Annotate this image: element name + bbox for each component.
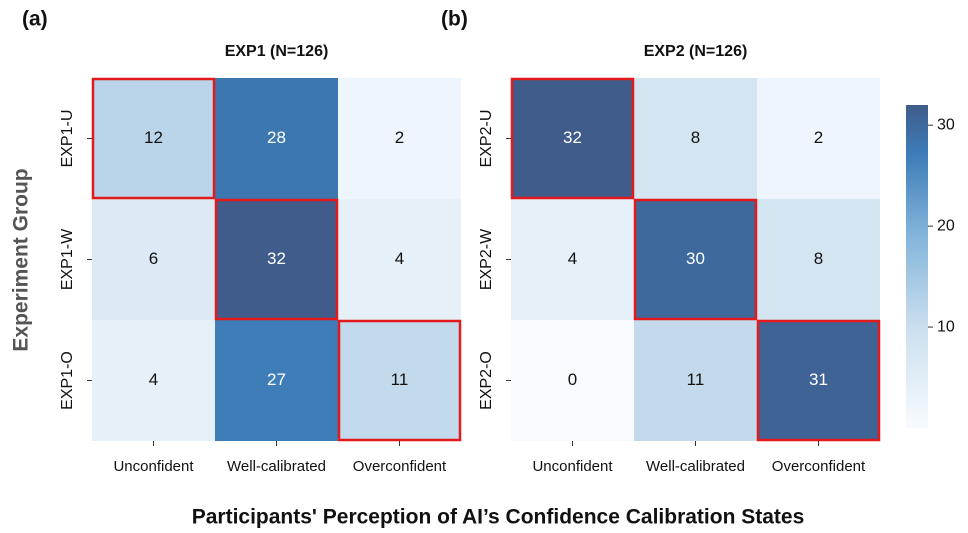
heatmap-cell <box>338 320 461 441</box>
x-tick-label: Overconfident <box>772 458 866 475</box>
highlight-box <box>91 77 216 200</box>
cell-label: 2 <box>395 128 404 147</box>
cell-label: 4 <box>395 249 404 268</box>
heatmap-cell <box>92 320 215 441</box>
heatmap-cell <box>511 78 634 199</box>
chart-title: EXP2 (N=126) <box>644 43 748 60</box>
heatmap-cell <box>511 199 634 320</box>
cell-label: 6 <box>149 249 158 268</box>
heatmap-cell <box>757 78 880 199</box>
x-tick-label: Overconfident <box>353 458 447 475</box>
y-tick-label: EXP2-U <box>478 110 495 168</box>
panel-label: (b) <box>441 8 468 31</box>
y-axis-title: Experiment Group <box>10 168 33 351</box>
highlight-box <box>510 77 635 200</box>
cell-label: 11 <box>687 370 705 389</box>
heatmap-cell <box>92 78 215 199</box>
colorbar <box>906 105 928 428</box>
heatmap-cell <box>511 320 634 441</box>
heatmap-cell <box>338 78 461 199</box>
highlight-box <box>214 198 339 321</box>
x-axis-title: Participants' Perception of AI’s Confide… <box>192 506 805 529</box>
heatmap-cell <box>215 199 338 320</box>
cell-label: 2 <box>814 128 823 147</box>
cell-label: 4 <box>568 249 577 268</box>
y-tick-label: EXP1-O <box>59 351 76 410</box>
cell-label: 12 <box>144 128 163 147</box>
heatmap-cell <box>634 199 757 320</box>
heatmap-cell <box>338 199 461 320</box>
highlight-box <box>756 319 881 442</box>
heatmap-cell <box>215 78 338 199</box>
heatmap-cell <box>215 320 338 441</box>
x-tick-label: Well-calibrated <box>227 458 326 475</box>
y-tick-label: EXP1-U <box>59 110 76 168</box>
highlight-box <box>633 198 758 321</box>
cell-label: 0 <box>568 370 577 389</box>
panel-label: (a) <box>22 8 48 31</box>
x-tick-label: Unconfident <box>113 458 194 475</box>
chart-title: EXP1 (N=126) <box>225 43 329 60</box>
x-tick-label: Well-calibrated <box>646 458 745 475</box>
x-tick-label: Unconfident <box>532 458 613 475</box>
heatmap-cell <box>757 199 880 320</box>
y-tick-label: EXP2-W <box>478 228 495 290</box>
y-tick-label: EXP2-O <box>478 351 495 410</box>
cell-label: 4 <box>149 370 158 389</box>
heatmap-cell <box>92 199 215 320</box>
colorbar-tick-label: 10 <box>937 318 955 335</box>
cell-label: 11 <box>391 370 409 389</box>
cell-label: 32 <box>267 249 286 268</box>
cell-label: 8 <box>814 249 823 268</box>
cell-label: 8 <box>691 128 700 147</box>
heatmap-cell <box>634 320 757 441</box>
highlight-box <box>337 319 462 442</box>
cell-label: 30 <box>686 249 705 268</box>
cell-label: 28 <box>267 128 286 147</box>
cell-label: 27 <box>267 370 286 389</box>
colorbar-tick-label: 20 <box>937 217 955 234</box>
heatmap-cell <box>757 320 880 441</box>
y-tick-label: EXP1-W <box>59 228 76 290</box>
heatmap-cell <box>634 78 757 199</box>
cell-label: 32 <box>563 128 582 147</box>
cell-label: 31 <box>809 370 828 389</box>
colorbar-tick-label: 30 <box>937 116 955 133</box>
